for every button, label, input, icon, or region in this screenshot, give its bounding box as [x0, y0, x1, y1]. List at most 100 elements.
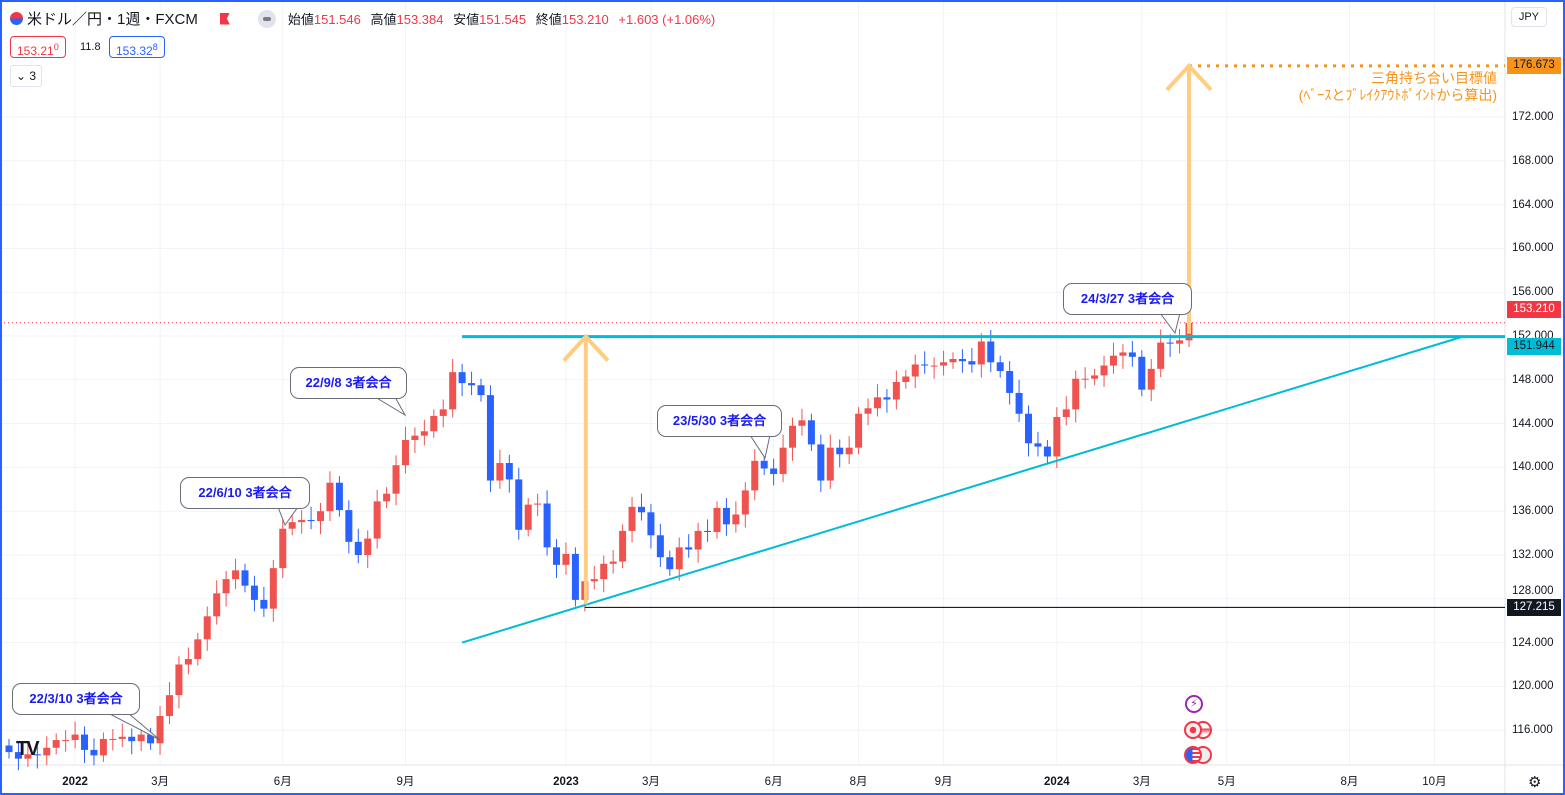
- candle-down: [637, 506, 645, 513]
- sell-button[interactable]: 153.210: [10, 36, 66, 58]
- buy-price-sup: 8: [152, 42, 158, 52]
- us-event-icon[interactable]: [1184, 746, 1202, 764]
- jp-event-icon[interactable]: [1184, 721, 1202, 739]
- y-tick-label: 140.000: [1512, 461, 1554, 474]
- indicators-toggle[interactable]: ⌄ 3: [10, 65, 42, 87]
- tradingview-logo[interactable]: TV: [16, 738, 40, 760]
- market-status-icon[interactable]: [257, 9, 276, 28]
- candle-up: [52, 740, 60, 748]
- candle-up: [1119, 352, 1127, 356]
- candle-down: [14, 752, 22, 759]
- candle-up: [232, 570, 240, 580]
- candle-up: [165, 695, 173, 716]
- x-tick-label: 5月: [1217, 776, 1236, 788]
- candle-up: [43, 747, 51, 756]
- candle-up: [911, 364, 919, 377]
- callout-annotation[interactable]: 22/9/8 3者会合: [290, 367, 407, 399]
- candle-down: [553, 547, 561, 565]
- candle-up: [1072, 378, 1080, 410]
- candle-up: [288, 522, 296, 529]
- candle-up: [439, 409, 447, 416]
- candle-down: [571, 553, 579, 600]
- buy-button[interactable]: 153.328: [109, 36, 165, 58]
- candle-up: [1109, 355, 1117, 366]
- candle-down: [647, 512, 655, 536]
- open-value: 151.546: [313, 12, 361, 27]
- support-price-label: 127.215: [1507, 599, 1561, 617]
- candle-down: [250, 585, 258, 600]
- sell-price: 153.21: [17, 44, 54, 58]
- ascending-trendline: [461, 335, 1464, 644]
- target-note-line2: (ﾍﾞｰｽとﾌﾞﾚｲｸｱｳﾄﾎﾟｲﾝﾄから算出): [1298, 87, 1497, 103]
- x-tick-label: 3月: [151, 776, 169, 788]
- candle-up: [1176, 340, 1184, 344]
- y-tick-label: 116.000: [1512, 724, 1553, 737]
- candle-down: [770, 468, 778, 474]
- candle-up: [317, 511, 325, 522]
- callout-annotation[interactable]: 22/6/10 3者会合: [180, 477, 310, 509]
- y-tick-label: 156.000: [1512, 286, 1554, 299]
- candle-up: [496, 463, 504, 481]
- candle-down: [817, 444, 825, 481]
- x-tick-label: 10月: [1422, 776, 1447, 788]
- candle-up: [534, 503, 542, 505]
- x-tick-label: 8月: [1340, 776, 1359, 788]
- candle-down: [477, 385, 485, 396]
- candle-down: [505, 463, 513, 480]
- x-tick-label: 2024: [1044, 776, 1070, 788]
- candle-up: [713, 507, 721, 533]
- currency-button[interactable]: JPY: [1510, 7, 1547, 27]
- change-value: +1.603 (+1.06%): [618, 12, 716, 27]
- candle-up: [430, 415, 438, 432]
- y-tick-label: 160.000: [1512, 242, 1554, 255]
- candle-up: [1091, 375, 1099, 379]
- candle-up: [392, 465, 400, 494]
- candle-up: [156, 715, 164, 744]
- candle-up: [741, 490, 749, 515]
- candle-up: [694, 530, 702, 550]
- candle-up: [600, 563, 608, 580]
- y-tick-label: 148.000: [1512, 373, 1554, 386]
- candle-down: [958, 358, 966, 362]
- candle-down: [468, 383, 476, 386]
- candle-down: [128, 736, 136, 742]
- candle-down: [335, 482, 343, 511]
- callout-annotation[interactable]: 23/5/30 3者会合: [657, 405, 782, 437]
- candle-down: [241, 570, 249, 586]
- candle-down: [987, 341, 995, 363]
- callout-pointer: [107, 712, 161, 741]
- target-note-line1: 三角持ち合い目標値: [1371, 70, 1497, 86]
- candle-up: [855, 413, 863, 448]
- candle-up: [977, 341, 985, 365]
- callout-pointer: [277, 506, 299, 527]
- x-tick-label: 9月: [934, 776, 953, 788]
- target-note[interactable]: 三角持ち合い目標値 (ﾍﾞｰｽとﾌﾞﾚｲｸｱｳﾄﾎﾟｲﾝﾄから算出): [1299, 70, 1497, 104]
- callout-pointer: [749, 434, 771, 460]
- low-label: 安値: [453, 12, 480, 27]
- candle-up: [449, 372, 457, 410]
- high-label: 高値: [370, 12, 397, 27]
- x-tick-label: 3月: [1132, 776, 1151, 788]
- callout-annotation[interactable]: 24/3/27 3者会合: [1063, 283, 1192, 315]
- lightning-event-icon[interactable]: ⚡: [1185, 695, 1203, 713]
- candle-down: [1034, 443, 1042, 447]
- candle-down: [260, 599, 268, 609]
- candle-up: [203, 616, 211, 640]
- x-tick-label: 2022: [62, 776, 88, 788]
- flag-icon[interactable]: [219, 12, 230, 25]
- settings-icon[interactable]: ⚙: [1528, 774, 1542, 791]
- callout-annotation[interactable]: 22/3/10 3者会合: [12, 683, 140, 715]
- x-tick-label: 6月: [764, 776, 783, 788]
- candle-down: [486, 395, 494, 481]
- candle-down: [1166, 342, 1174, 344]
- candle-up: [845, 447, 853, 455]
- candle-down: [996, 362, 1004, 372]
- candle-down: [5, 745, 13, 753]
- symbol-title[interactable]: 米ドル／円・1週・FXCM: [27, 11, 198, 28]
- candle-down: [883, 397, 891, 400]
- candle-up: [864, 408, 872, 414]
- candle-up: [873, 397, 881, 409]
- candle-down: [1015, 392, 1023, 414]
- candle-down: [90, 749, 98, 756]
